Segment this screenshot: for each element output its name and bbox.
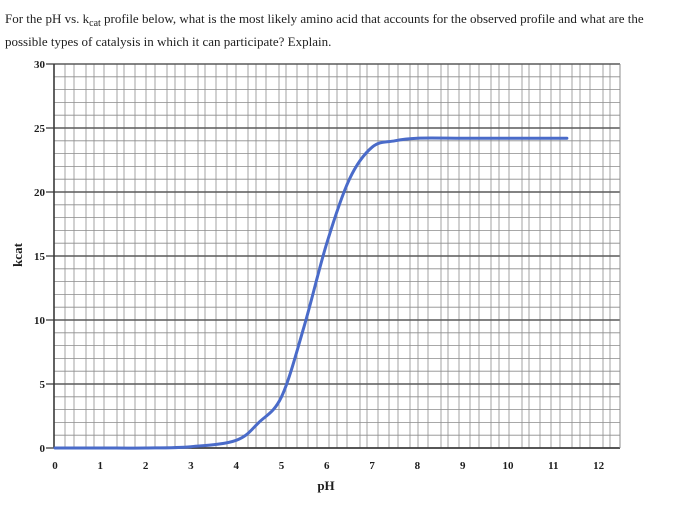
x-tick-label: 8	[415, 460, 421, 472]
y-tick-label: 10	[34, 315, 46, 327]
x-tick-label: 5	[279, 460, 285, 472]
x-axis-ticks: 0 1 2 3 4 5 6 7 8 9 10 11 12	[52, 460, 604, 472]
x-tick-label: 6	[324, 460, 330, 472]
x-tick-label: 12	[593, 460, 605, 472]
x-tick-label: 10	[503, 460, 515, 472]
x-tick-label: 4	[233, 460, 239, 472]
question-subscript: cat	[89, 18, 101, 29]
x-tick-label: 2	[143, 460, 149, 472]
y-tick-label: 5	[40, 379, 46, 391]
x-tick-label: 1	[98, 460, 104, 472]
question-part2: profile below, what is the most likely a…	[5, 11, 644, 49]
y-tick-label: 25	[34, 123, 46, 135]
y-axis-ticks: 0 5 10 15 20 25 30	[34, 59, 46, 455]
major-grid	[46, 63, 621, 449]
y-tick-label: 0	[40, 443, 46, 455]
question-part1: For the pH vs. k	[5, 11, 90, 26]
y-tick-label: 20	[34, 187, 46, 199]
x-tick-label: 0	[52, 460, 58, 472]
y-tick-label: 15	[34, 251, 46, 263]
x-tick-label: 7	[369, 460, 375, 472]
question-text: For the pH vs. kcat profile below, what …	[5, 10, 685, 51]
y-axis-title: kcat	[10, 242, 25, 267]
series-line-kcat	[53, 136, 569, 450]
x-tick-label: 9	[460, 460, 466, 472]
x-tick-label: 3	[188, 460, 194, 472]
series-layer	[53, 136, 569, 450]
x-axis-title: pH	[317, 478, 334, 493]
y-tick-label: 30	[34, 59, 46, 71]
x-tick-label: 11	[548, 460, 558, 472]
